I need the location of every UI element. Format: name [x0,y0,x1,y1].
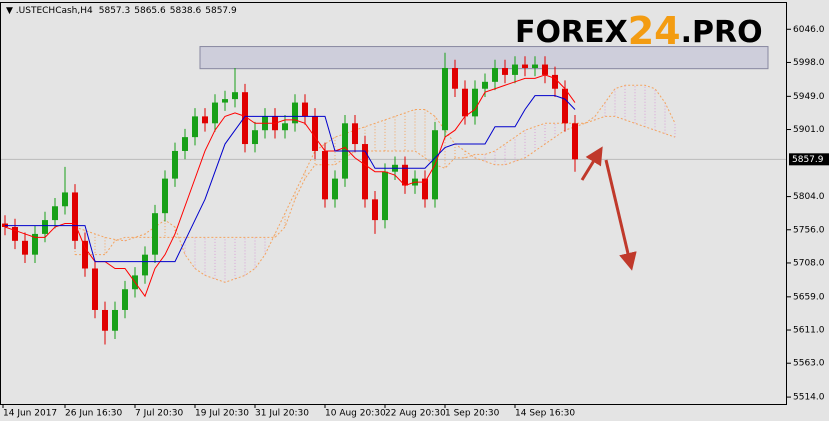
y-tick-label: 5756.0 [793,225,825,235]
watermark-part: .PRO [681,15,763,50]
candle-body [142,254,148,276]
y-tick-label: 5949.0 [793,92,825,102]
candle-body [22,240,28,255]
candle-body [162,178,168,214]
candle-body [542,64,548,75]
symbol: .USTECHCash,H4 [16,6,93,16]
y-tick-label: 6046.0 [793,25,825,35]
candle-body [502,67,508,75]
candle-body [572,123,578,160]
candle-body [32,233,38,255]
x-tick-label: 31 Jul 20:30 [255,409,309,419]
x-tick-label: 26 Jun 16:30 [65,409,122,419]
x-tick-label: 14 Jun 2017 [3,409,57,419]
x-tick-label: 10 Aug 20:30 [325,409,386,419]
x-tick-label: 19 Jul 20:30 [195,409,249,419]
y-tick-label: 5708.0 [793,258,825,268]
resistance-zone [199,46,769,70]
candle-body [532,64,538,68]
plot-layer [0,46,787,345]
watermark-part: 24 [628,9,681,53]
x-tick-label: 1 Sep 20:30 [445,409,500,419]
candle-body [452,67,458,89]
y-tick-label: 5563.0 [793,359,825,369]
watermark: FOREX24.PRO [515,9,763,53]
candle-body [172,150,178,179]
candle-body [402,164,408,186]
candle-body [62,192,68,207]
candle-body [522,64,528,68]
candle-body [72,192,78,241]
candle-body [382,171,388,221]
candle-body [302,102,308,117]
candle-body [52,206,58,221]
candle-body [492,67,498,82]
candle-body [12,227,18,241]
candle-body [422,178,428,200]
y-tick-label: 5998.0 [793,58,825,68]
watermark-part: FOREX [515,15,628,50]
candle-body [122,289,128,310]
candle-body [292,102,298,124]
y-tick-label: 5514.0 [793,393,825,403]
candle-body [482,81,488,89]
candle-body [322,150,328,200]
candle-body [92,268,98,310]
x-tick-label: 7 Jul 20:30 [135,409,184,419]
candle-body [42,220,48,234]
candle-body [212,102,218,124]
y-tick-label: 5901.0 [793,125,825,135]
candle-body [282,123,288,131]
candle-body [152,213,158,255]
candle-body [442,67,448,131]
candle-body [332,178,338,200]
header: ▼ .USTECHCash,H4 5857.3 5865.6 5838.6 5857.9 [6,6,237,16]
candle-body [222,99,228,103]
candle-body [112,309,118,331]
candle-body [82,240,88,269]
candle-body [372,199,378,221]
indicator-line [5,95,576,263]
y-tick-label: 5659.0 [793,292,825,302]
candle-body [462,88,468,117]
y-tick-label: 5611.0 [793,326,825,336]
candle-body [102,309,108,331]
ohlc-high: 5865.6 [134,6,166,16]
candle-body [202,116,208,124]
candle-body [182,137,188,151]
candle-body [232,92,238,100]
candle-body [562,88,568,124]
ohlc-close: 5857.9 [205,6,237,16]
candle-body [472,88,478,117]
x-tick-label: 22 Aug 20:30 [385,409,446,419]
last-price-box [789,153,829,166]
candle-body [192,116,198,138]
y-tick-label: 5804.0 [793,192,825,202]
candle-body [362,144,368,200]
candle-body [352,123,358,145]
candle-body [512,64,518,75]
x-tick-label: 14 Sep 16:30 [515,409,575,419]
ohlc-low: 5838.6 [170,6,202,16]
triangle: ▼ [6,6,16,16]
candle-body [242,92,248,145]
candle-body [252,130,258,145]
candle-body [312,116,318,151]
arrow-up [580,146,603,181]
ohlc-open: 5857.3 [99,6,131,16]
candle-body [552,74,558,89]
last-price-label: 5857.9 [792,155,824,165]
plot-frame [0,2,787,405]
arrow-down [604,159,637,271]
